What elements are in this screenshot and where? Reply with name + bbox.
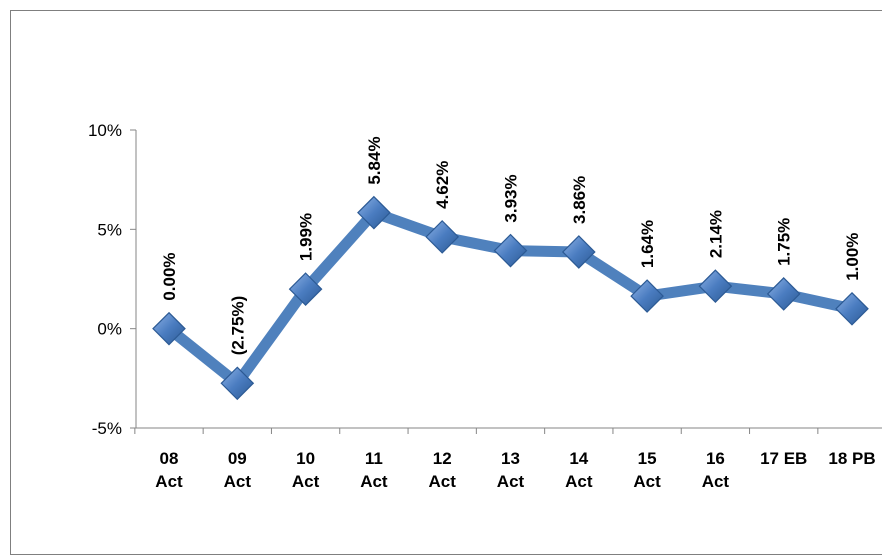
y-tick-label: 5%	[97, 220, 122, 239]
data-point-marker	[425, 220, 460, 254]
data-label: 5.84%	[365, 136, 384, 184]
data-point-marker	[288, 272, 323, 306]
x-category-label: 16	[706, 449, 725, 468]
data-label: 4.62%	[433, 161, 452, 209]
data-labels-group: 0.00% (2.75%) 1.99% 5.84% 4.62% 3.93% 3.86% 1.6…	[160, 136, 862, 355]
x-category-label: Act	[633, 472, 661, 491]
data-point-marker	[766, 277, 801, 311]
data-point-marker	[357, 195, 391, 230]
x-category-label: 17 EB	[760, 449, 807, 468]
x-category-label: 13	[501, 449, 520, 468]
x-category-label: Act	[155, 472, 183, 491]
data-point-marker	[698, 269, 733, 304]
markers-group	[152, 195, 869, 401]
data-label: 1.00%	[843, 233, 862, 281]
x-category-label: Act	[292, 472, 320, 491]
data-label: 1.99%	[297, 213, 316, 261]
data-point-marker	[493, 233, 528, 268]
data-label: 2.14%	[706, 210, 725, 258]
x-category-label: 10	[296, 449, 315, 468]
x-category-label: 12	[433, 449, 452, 468]
x-category-label: Act	[497, 472, 525, 491]
x-category-label: 08	[160, 449, 179, 468]
data-point-marker	[835, 291, 869, 326]
y-tick-label: 0%	[97, 320, 122, 339]
x-category-label: 14	[569, 449, 588, 468]
x-category-label: 18 PB	[828, 449, 875, 468]
x-category-label: 15	[638, 449, 657, 468]
data-label: 3.86%	[570, 176, 589, 224]
y-tick-label: 10%	[88, 121, 122, 140]
data-label: 1.64%	[638, 220, 657, 268]
x-category-label: Act	[702, 472, 730, 491]
axes: 10% 5% 0% -5% 08 Act 09 Act 10 Act 11 Act 12 Act 13 Act…	[88, 121, 882, 491]
data-label: 1.75%	[775, 218, 794, 266]
x-category-label: Act	[360, 472, 388, 491]
chart-frame	[10, 10, 882, 555]
data-point-marker	[152, 311, 186, 346]
x-category-label: Act	[224, 472, 252, 491]
data-point-marker	[630, 279, 664, 313]
data-label: 3.93%	[502, 174, 521, 222]
x-category-label: 09	[228, 449, 247, 468]
data-point-marker	[561, 235, 596, 269]
x-category-label: 11	[365, 449, 383, 468]
x-category-label: Act	[565, 472, 593, 491]
x-category-label: Act	[428, 472, 456, 491]
y-tick-label: -5%	[92, 419, 122, 438]
data-label: 0.00%	[160, 252, 179, 300]
data-point-marker	[220, 366, 255, 401]
data-label: (2.75%)	[228, 296, 247, 356]
